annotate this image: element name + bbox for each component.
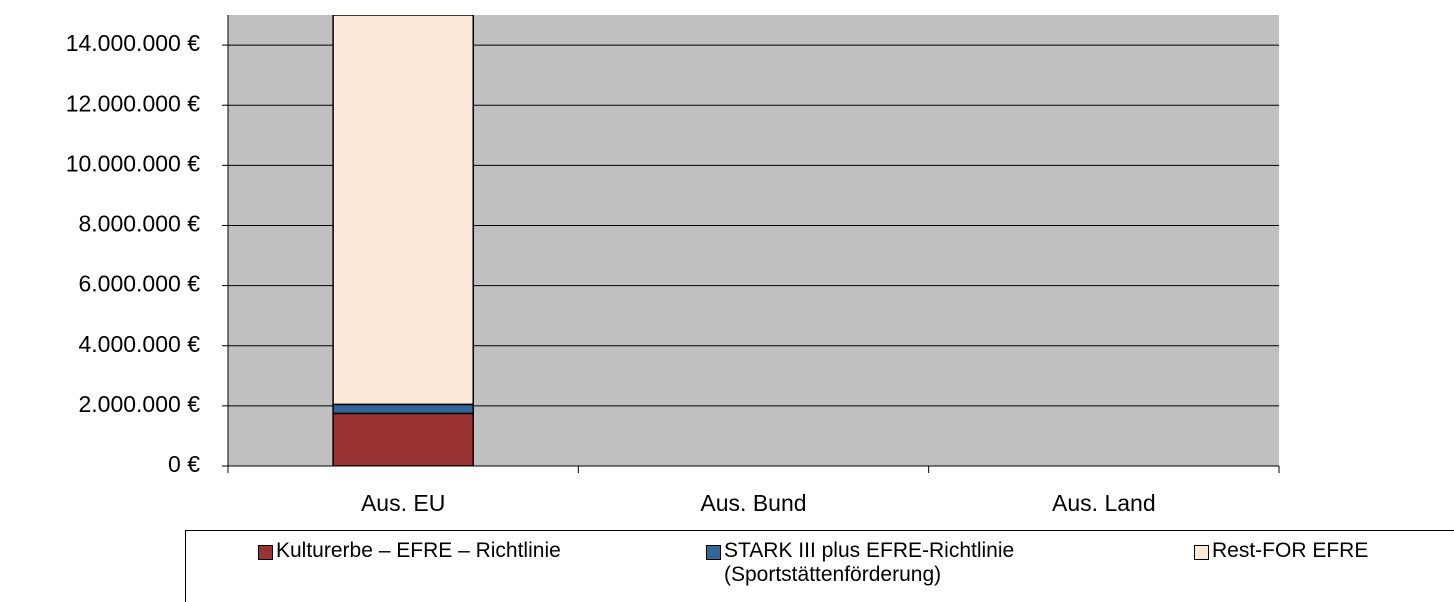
y-tick-label: 12.000.000 €	[66, 90, 201, 116]
legend-item: STARK III plus EFRE-Richtlinie (Sportstä…	[706, 539, 1136, 587]
legend-label: Rest-FOR EFRE	[1212, 539, 1369, 562]
legend-label: STARK III plus EFRE-Richtlinie (Sportstä…	[724, 539, 1015, 586]
bar-segment	[332, 403, 474, 415]
y-tick-label: 10.000.000 €	[66, 150, 201, 176]
y-tick-label: 2.000.000 €	[78, 391, 200, 417]
x-tick-label: Aus. Bund	[700, 490, 806, 516]
y-tick-label: 14.000.000 €	[66, 30, 201, 56]
bar-segment	[332, 15, 474, 406]
chart: 0 € 2.000.000 € 4.000.000 € 6.000.000 € 8.00…	[66, 15, 1280, 516]
legend-swatch	[706, 545, 721, 560]
bars	[332, 15, 474, 466]
bar-segment	[332, 412, 474, 466]
legend-item: Rest-FOR EFRE	[1194, 539, 1434, 563]
legend-swatch	[258, 545, 273, 560]
x-tick-label: Aus. Land	[1052, 490, 1156, 516]
x-tick-label: Aus. EU	[361, 490, 445, 516]
y-tick-label: 8.000.000 €	[78, 211, 200, 237]
legend: Kulturerbe – EFRE – Richtlinie STARK III …	[185, 530, 1454, 602]
legend-item: Kulturerbe – EFRE – Richtlinie	[258, 539, 678, 563]
legend-label: Kulturerbe – EFRE – Richtlinie	[276, 539, 561, 562]
y-tick-label: 4.000.000 €	[78, 331, 200, 357]
y-tick-label: 6.000.000 €	[78, 271, 200, 297]
y-tick-label: 0 €	[168, 451, 200, 477]
legend-swatch	[1194, 545, 1209, 560]
